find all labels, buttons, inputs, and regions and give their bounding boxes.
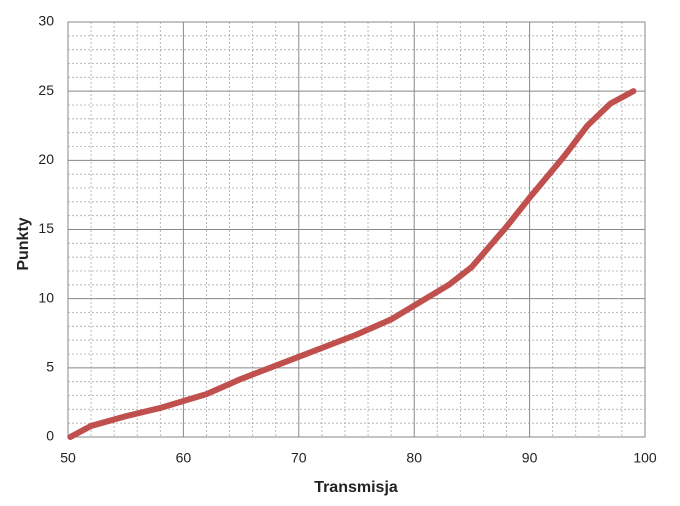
- y-axis-title: Punkty: [15, 217, 32, 270]
- y-tick-label: 30: [38, 13, 54, 29]
- x-tick-label: 50: [60, 450, 76, 466]
- x-tick-label: 80: [406, 450, 422, 466]
- plot-border: [67, 21, 646, 438]
- y-tick-label: 20: [38, 151, 54, 167]
- x-tick-label: 90: [522, 450, 538, 466]
- y-tick-label: 25: [38, 82, 54, 98]
- y-tick-label: 0: [46, 428, 54, 444]
- data-line: [67, 88, 637, 440]
- x-axis-title: Transmisja: [314, 479, 398, 496]
- x-tick-label: 70: [291, 450, 307, 466]
- y-tick-label: 5: [46, 359, 54, 375]
- x-tick-label: 100: [633, 450, 657, 466]
- y-tick-label: 15: [38, 220, 54, 236]
- x-tick-label: 60: [176, 450, 192, 466]
- y-tick-label: 10: [38, 289, 54, 305]
